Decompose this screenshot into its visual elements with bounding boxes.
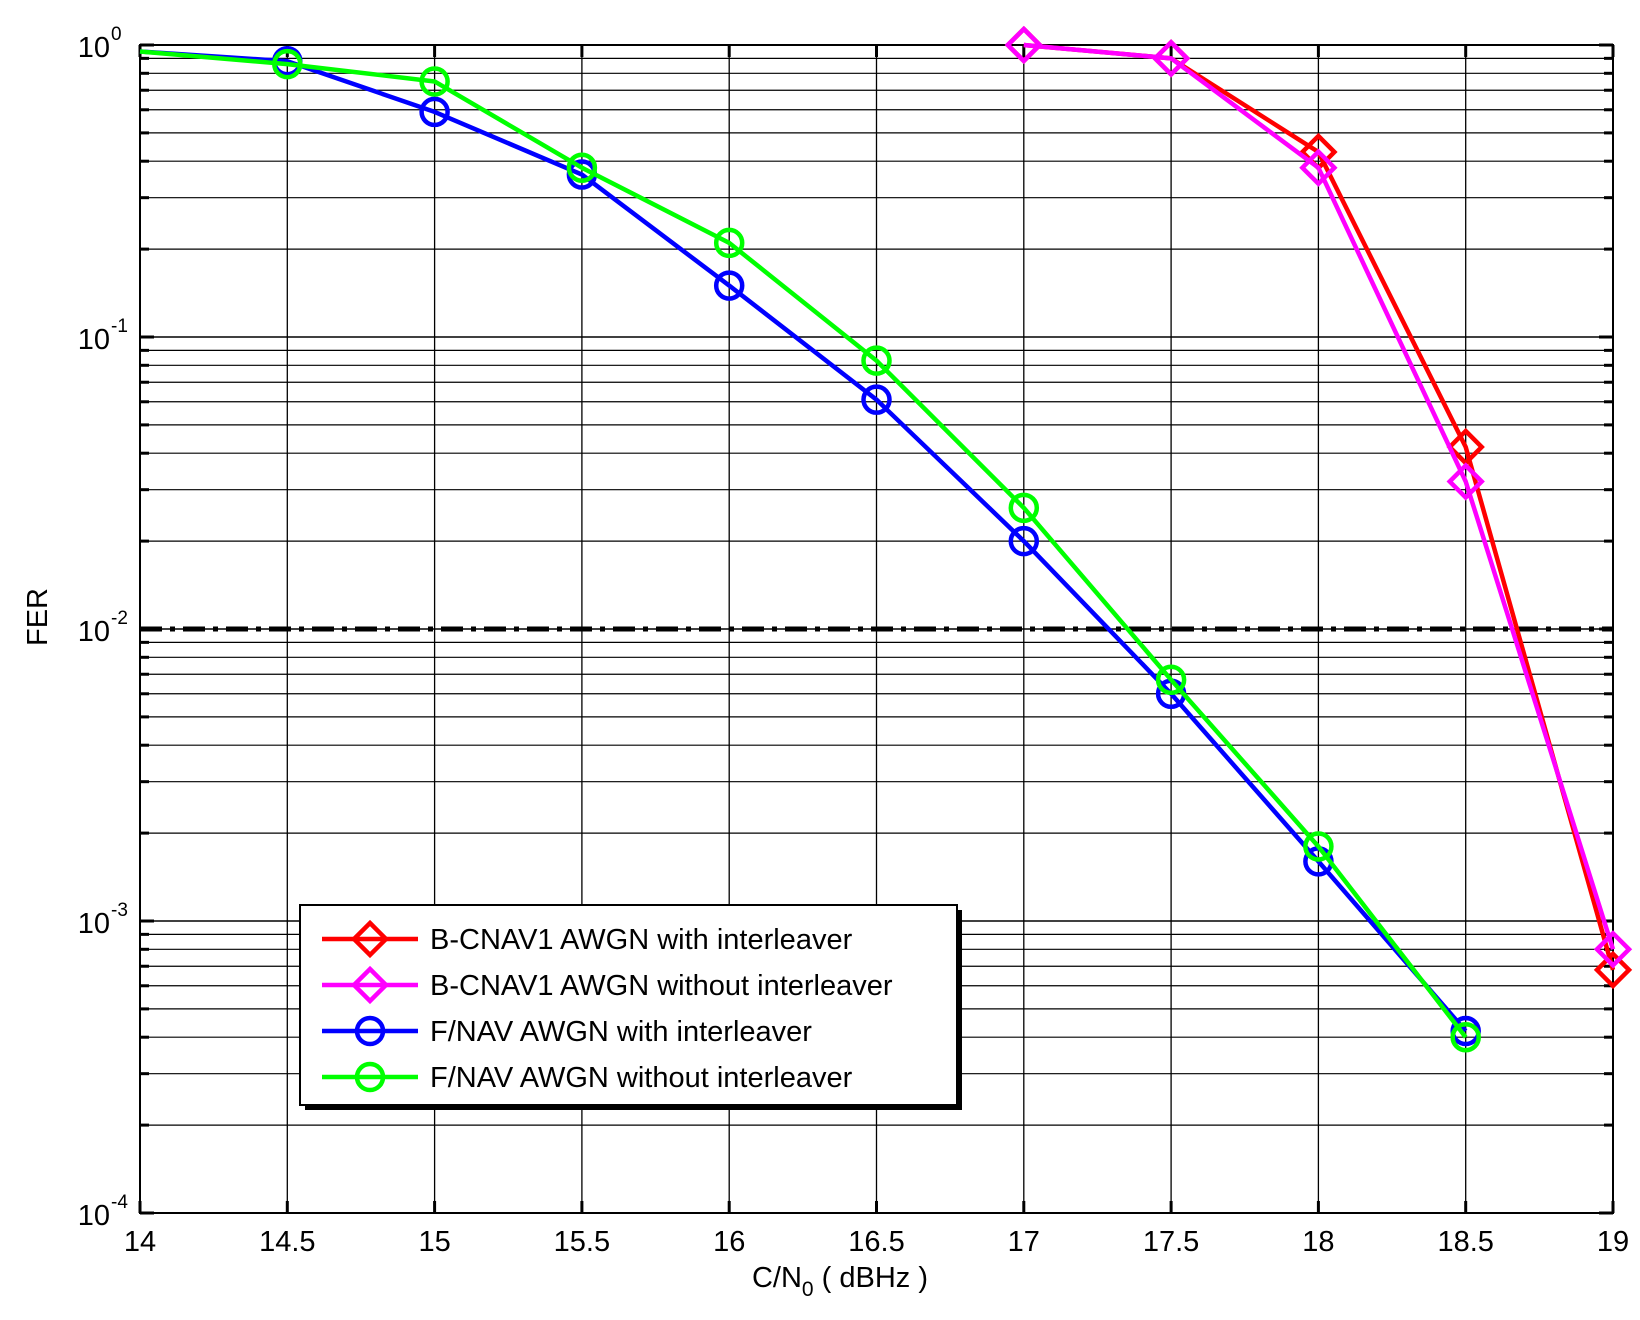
legend-marker [350, 965, 390, 1005]
y-tick-label: 10 [78, 1200, 110, 1232]
legend-label: F/NAV AWGN without interleaver [430, 1062, 853, 1094]
data-point-marker [1155, 664, 1187, 696]
series-line [139, 49, 1468, 1039]
x-tick-label: 17.5 [1143, 1226, 1199, 1258]
data-point-marker [861, 384, 892, 415]
data-point-marker [713, 270, 745, 301]
x-tick-label: 15.5 [554, 1226, 610, 1258]
x-tick-label: 18 [1302, 1226, 1334, 1258]
data-point-marker [1004, 25, 1043, 65]
legend-entry-1: B-CNAV1 AWGN with interleaver [322, 919, 853, 959]
x-tick-label: 19 [1597, 1226, 1629, 1258]
data-point-marker [419, 66, 450, 97]
x-axis-label-subscript: 0 [802, 1278, 814, 1301]
x-axis-label-main: C/N [752, 1262, 802, 1294]
x-axis-label: C/N0 ( dBHz ) [752, 1262, 928, 1301]
series-line [139, 49, 1468, 1033]
data-point-marker [1008, 492, 1040, 524]
x-axis-label-unit: ( dBHz ) [814, 1262, 928, 1294]
x-tick-label: 14.5 [259, 1226, 315, 1258]
legend-label: B-CNAV1 AWGN without interleaver [430, 970, 893, 1002]
data-point-marker [713, 227, 745, 259]
legend-entry-4: F/NAV AWGN without interleaver [322, 1061, 853, 1094]
y-tick-exponent: -2 [111, 608, 128, 629]
y-axis-label: FER [22, 588, 54, 646]
x-tick-label: 18.5 [1437, 1226, 1493, 1258]
x-tick-label: 16 [713, 1226, 745, 1258]
y-tick-exponent: 0 [111, 24, 122, 45]
series-4 [139, 48, 1481, 1053]
x-tick-label: 14 [124, 1226, 156, 1258]
data-point-marker [566, 152, 598, 183]
data-point-marker [419, 96, 450, 128]
legend-entry-3: F/NAV AWGN with interleaver [322, 1015, 812, 1048]
x-tick-label: 17 [1008, 1226, 1040, 1258]
legend-marker [350, 919, 390, 959]
data-point-marker [272, 48, 303, 80]
legend-box [299, 904, 958, 1106]
y-tick-exponent: -1 [111, 316, 128, 337]
data-point-marker [1008, 525, 1040, 557]
y-tick-exponent: -4 [111, 1192, 128, 1213]
y-tick-label: 10 [78, 616, 110, 648]
data-point-marker [1593, 930, 1633, 969]
series-2 [1004, 25, 1633, 969]
data-point-marker [861, 345, 892, 376]
x-tick-label: 16.5 [848, 1226, 904, 1258]
data-point-marker [1446, 462, 1485, 501]
legend-marker [354, 1015, 386, 1047]
axis-labels: FER C/N0 ( dBHz ) [22, 588, 928, 1301]
data-point-marker [1450, 1021, 1481, 1053]
legend-marker [354, 1061, 386, 1093]
y-tick-label: 10 [78, 32, 110, 64]
data-point-marker [1593, 950, 1633, 990]
legend-label: F/NAV AWGN with interleaver [430, 1016, 812, 1048]
data-point-marker [1151, 39, 1191, 78]
y-tick-label: 10 [78, 324, 110, 356]
x-tick-label: 15 [418, 1226, 450, 1258]
y-tick-exponent: -3 [111, 900, 128, 921]
y-tick-label: 10 [78, 908, 110, 940]
series-group [139, 25, 1633, 1053]
legend-entry-2: B-CNAV1 AWGN without interleaver [322, 965, 893, 1005]
series-line [1023, 42, 1616, 950]
data-point-marker [1299, 148, 1338, 187]
legend: B-CNAV1 AWGN with interleaver B-CNAV1 AWG… [299, 904, 962, 1110]
data-point-marker [1303, 831, 1334, 862]
legend-label: B-CNAV1 AWGN with interleaver [430, 924, 853, 956]
